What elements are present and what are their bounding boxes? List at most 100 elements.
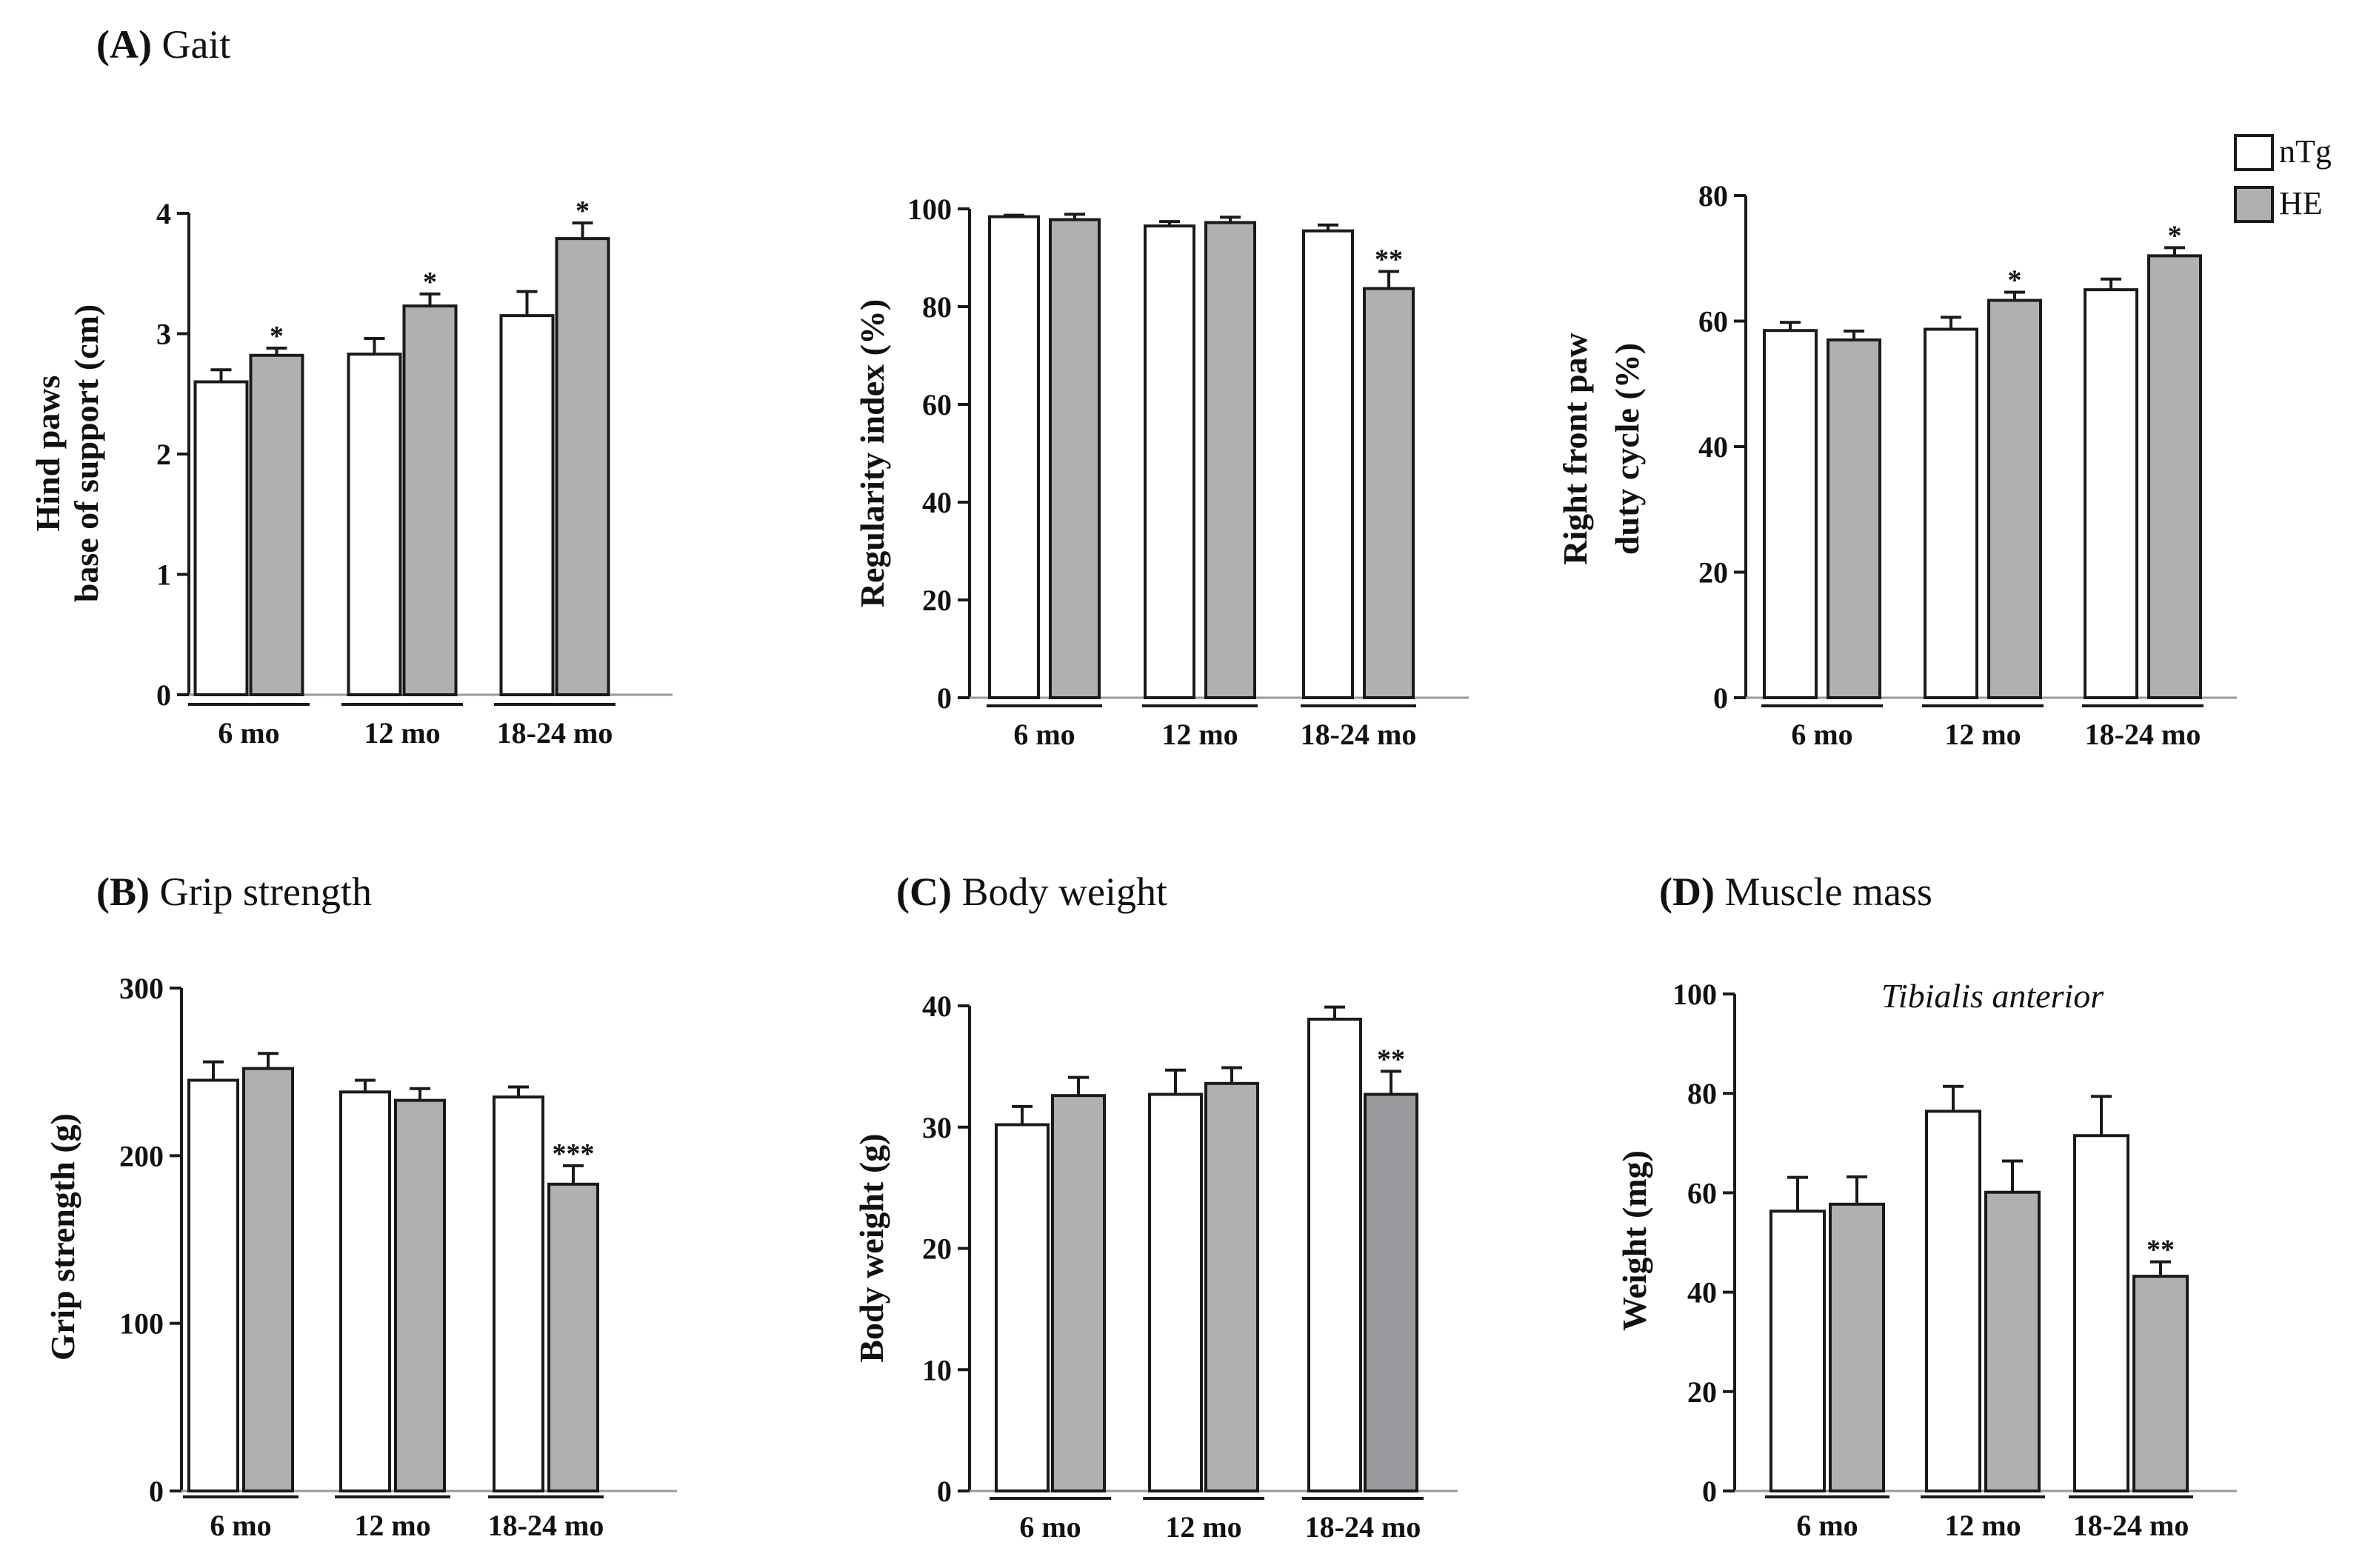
- panel-5: (C) Body weight 0 10 20 30 40 Body weight (g) 6…: [853, 870, 1458, 1544]
- bar-ntg-2: [1924, 327, 1978, 699]
- bar-ntg-2: [347, 353, 402, 696]
- bar-he-1: [1829, 1202, 1885, 1492]
- x-tick-label: 6 mo: [210, 1509, 271, 1542]
- y-tick-label: 0: [156, 678, 171, 712]
- panel-title-label: (C): [896, 870, 952, 914]
- y-tick-label: 200: [119, 1139, 164, 1172]
- y-tick-label: 0: [1713, 681, 1728, 715]
- bar-ntg-2: [1925, 1110, 1981, 1492]
- panel-3: 0 20 40 60 80 Right front paw duty cycle (%) 6 …: [1556, 179, 2237, 751]
- panel-title-text: Muscle mass: [1715, 870, 1932, 914]
- y-axis-label: duty cycle (%): [1608, 343, 1646, 555]
- bar-he-1: [249, 353, 304, 696]
- bar-ntg-1: [1769, 1210, 1826, 1493]
- y-tick-label: 60: [1698, 305, 1728, 338]
- y-axis-label: Body weight (g): [853, 1133, 890, 1362]
- x-tick-label: 12 mo: [1944, 718, 2021, 751]
- y-tick-label: 300: [119, 972, 164, 1005]
- panel-title: (C) Body weight: [896, 870, 1167, 914]
- x-tick-label: 12 mo: [1165, 1510, 1241, 1544]
- bar-he-1: [1827, 338, 1881, 699]
- x-tick-label: 6 mo: [1791, 718, 1852, 751]
- x-tick-label: 6 mo: [1019, 1510, 1081, 1544]
- significance-marker: **: [1375, 244, 1403, 275]
- bar-ntg-2: [339, 1090, 391, 1492]
- x-tick-label: 12 mo: [354, 1509, 430, 1542]
- y-tick-label: 4: [156, 197, 171, 230]
- bar-he-2: [1987, 298, 2042, 700]
- bar-he-3: [547, 1182, 599, 1493]
- y-tick-label: 40: [922, 486, 952, 519]
- bar-ntg-3: [2073, 1134, 2129, 1492]
- y-tick-label: 80: [1687, 1077, 1717, 1110]
- panel-title-text: Gait: [152, 22, 230, 67]
- y-axis-label: Right front paw: [1556, 333, 1594, 565]
- significance-marker: *: [2168, 220, 2182, 251]
- x-tick-label: 12 mo: [364, 716, 440, 750]
- legend-swatch-ntg: [2234, 134, 2274, 171]
- significance-marker: *: [270, 321, 284, 352]
- y-tick-label: 100: [907, 193, 952, 226]
- x-tick-label: 18-24 mo: [2085, 718, 2201, 751]
- bar-he-2: [1204, 1081, 1259, 1493]
- bar-ntg-3: [1302, 229, 1354, 699]
- y-tick-label: 20: [922, 1232, 952, 1266]
- y-tick-label: 40: [1698, 430, 1728, 464]
- bar-he-2: [402, 304, 458, 696]
- bar-ntg-1: [193, 380, 249, 696]
- y-axis-label: Grip strength (g): [44, 1113, 81, 1361]
- x-tick-label: 6 mo: [1796, 1509, 1858, 1542]
- y-tick-label: 0: [937, 1475, 952, 1508]
- bar-he-1: [1049, 218, 1101, 699]
- bar-he-2: [1984, 1190, 2041, 1492]
- bar-he-1: [1051, 1094, 1106, 1493]
- y-tick-label: 0: [1702, 1475, 1717, 1508]
- bar-he-3: [2132, 1275, 2189, 1493]
- x-tick-label: 12 mo: [1161, 718, 1238, 751]
- y-tick-label: 30: [922, 1111, 952, 1144]
- bar-ntg-2: [1144, 224, 1195, 700]
- panel-4: (B) Grip strength 0 100 200 300 Grip strength…: [44, 870, 677, 1542]
- y-tick-label: 0: [149, 1475, 164, 1508]
- y-tick-label: 10: [922, 1353, 952, 1387]
- panel-title-label: (D): [1659, 870, 1715, 914]
- panel-title-text: Body weight: [952, 870, 1167, 914]
- legend-label-ntg: nTg: [2279, 133, 2332, 170]
- y-tick-label: 0: [937, 681, 952, 715]
- significance-marker: ***: [553, 1138, 595, 1170]
- bar-ntg-3: [1307, 1018, 1362, 1492]
- y-axis-label: Weight (mg): [1615, 1150, 1653, 1331]
- y-axis-label: Regularity index (%): [853, 299, 891, 608]
- panel-title: (B) Grip strength: [96, 870, 372, 914]
- bar-ntg-3: [499, 314, 555, 696]
- x-tick-label: 18-24 mo: [488, 1509, 604, 1542]
- panel-title: (A) Gait: [96, 22, 230, 67]
- x-tick-label: 18-24 mo: [2073, 1509, 2189, 1542]
- bar-ntg-2: [1148, 1092, 1203, 1492]
- panel-6: (D) Muscle mass Tibialis anterior 0 20 40 60 8…: [1615, 870, 2237, 1542]
- bar-ntg-1: [187, 1078, 239, 1492]
- panel-title: (D) Muscle mass: [1659, 870, 1932, 914]
- y-tick-label: 3: [156, 318, 171, 351]
- x-tick-label: 6 mo: [218, 716, 279, 750]
- y-tick-label: 80: [1698, 179, 1728, 213]
- legend: nTg HE: [2234, 133, 2332, 223]
- y-tick-label: 20: [1687, 1375, 1717, 1409]
- x-tick-label: 6 mo: [1013, 718, 1075, 751]
- y-axis-label: Hind paws: [29, 376, 67, 532]
- legend-swatch-he: [2234, 186, 2274, 223]
- bar-he-2: [1204, 221, 1256, 700]
- y-tick-label: 60: [922, 388, 952, 421]
- y-tick-label: 60: [1687, 1176, 1717, 1210]
- panel-2: 0 20 40 60 80 100 Regularity index (%) 6 mo 12 m…: [853, 193, 1469, 751]
- significance-marker: *: [576, 196, 590, 227]
- significance-marker: **: [1377, 1044, 1405, 1075]
- bar-he-2: [394, 1098, 446, 1492]
- bar-ntg-1: [1763, 329, 1818, 699]
- y-tick-label: 80: [922, 290, 952, 324]
- legend-label-he: HE: [2279, 185, 2323, 221]
- y-tick-label: 1: [156, 558, 171, 592]
- bar-ntg-3: [2084, 288, 2138, 699]
- panel-1: (A) Gait 0 1 2 3 4 Hind paws base of support (c…: [29, 22, 673, 750]
